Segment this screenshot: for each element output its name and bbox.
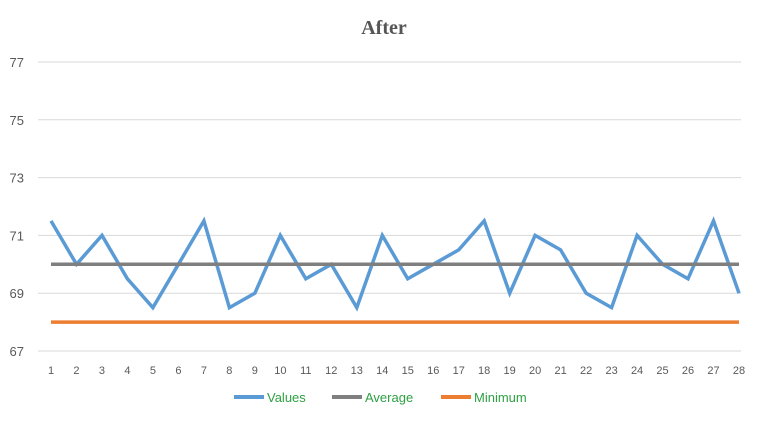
y-axis-ticks: 67 69 71 73 75 77 <box>10 55 24 359</box>
x-tick-label: 27 <box>707 365 719 377</box>
y-tick-label: 71 <box>10 228 24 243</box>
x-tick-label: 3 <box>99 365 105 377</box>
x-tick-label: 1 <box>48 365 54 377</box>
legend: Values Average Minimum <box>234 390 527 405</box>
x-tick-label: 17 <box>453 365 465 377</box>
y-tick-label: 75 <box>10 113 24 128</box>
y-tick-label: 77 <box>10 55 24 70</box>
x-tick-label: 16 <box>427 365 439 377</box>
x-tick-label: 2 <box>73 365 79 377</box>
x-tick-label: 10 <box>274 365 286 377</box>
y-tick-label: 67 <box>10 344 24 359</box>
x-tick-label: 24 <box>631 365 643 377</box>
x-tick-label: 23 <box>605 365 617 377</box>
x-tick-label: 19 <box>504 365 516 377</box>
legend-label: Values <box>267 390 306 405</box>
x-tick-label: 21 <box>555 365 567 377</box>
series-line-values <box>49 216 741 312</box>
x-tick-label: 15 <box>402 365 414 377</box>
x-tick-label: 11 <box>300 365 311 377</box>
gridlines <box>38 61 741 352</box>
x-tick-label: 20 <box>529 365 541 377</box>
x-tick-label: 18 <box>478 365 490 377</box>
legend-label: Average <box>365 390 413 405</box>
x-tick-label: 6 <box>175 365 181 377</box>
x-tick-label: 8 <box>226 365 232 377</box>
x-tick-label: 12 <box>325 365 337 377</box>
y-tick-label: 69 <box>10 286 24 301</box>
x-tick-label: 25 <box>656 365 668 377</box>
x-tick-label: 14 <box>376 365 388 377</box>
x-tick-label: 9 <box>252 365 258 377</box>
x-tick-label: 22 <box>580 365 592 377</box>
legend-label: Minimum <box>474 390 527 405</box>
x-tick-label: 28 <box>733 365 745 377</box>
x-tick-label: 4 <box>124 365 130 377</box>
chart-title: After <box>361 17 407 39</box>
x-axis-ticks: 1 2 3 4 5 6 7 8 9 10 11 12 13 14 15 16 17 18 19 20 21 22 23 24 2… <box>48 365 745 377</box>
x-tick-label: 13 <box>351 365 363 377</box>
x-tick-label: 5 <box>150 365 156 377</box>
x-tick-label: 7 <box>201 365 207 377</box>
series-lines <box>49 216 741 324</box>
x-tick-label: 26 <box>682 365 694 377</box>
y-tick-label: 73 <box>10 171 24 186</box>
